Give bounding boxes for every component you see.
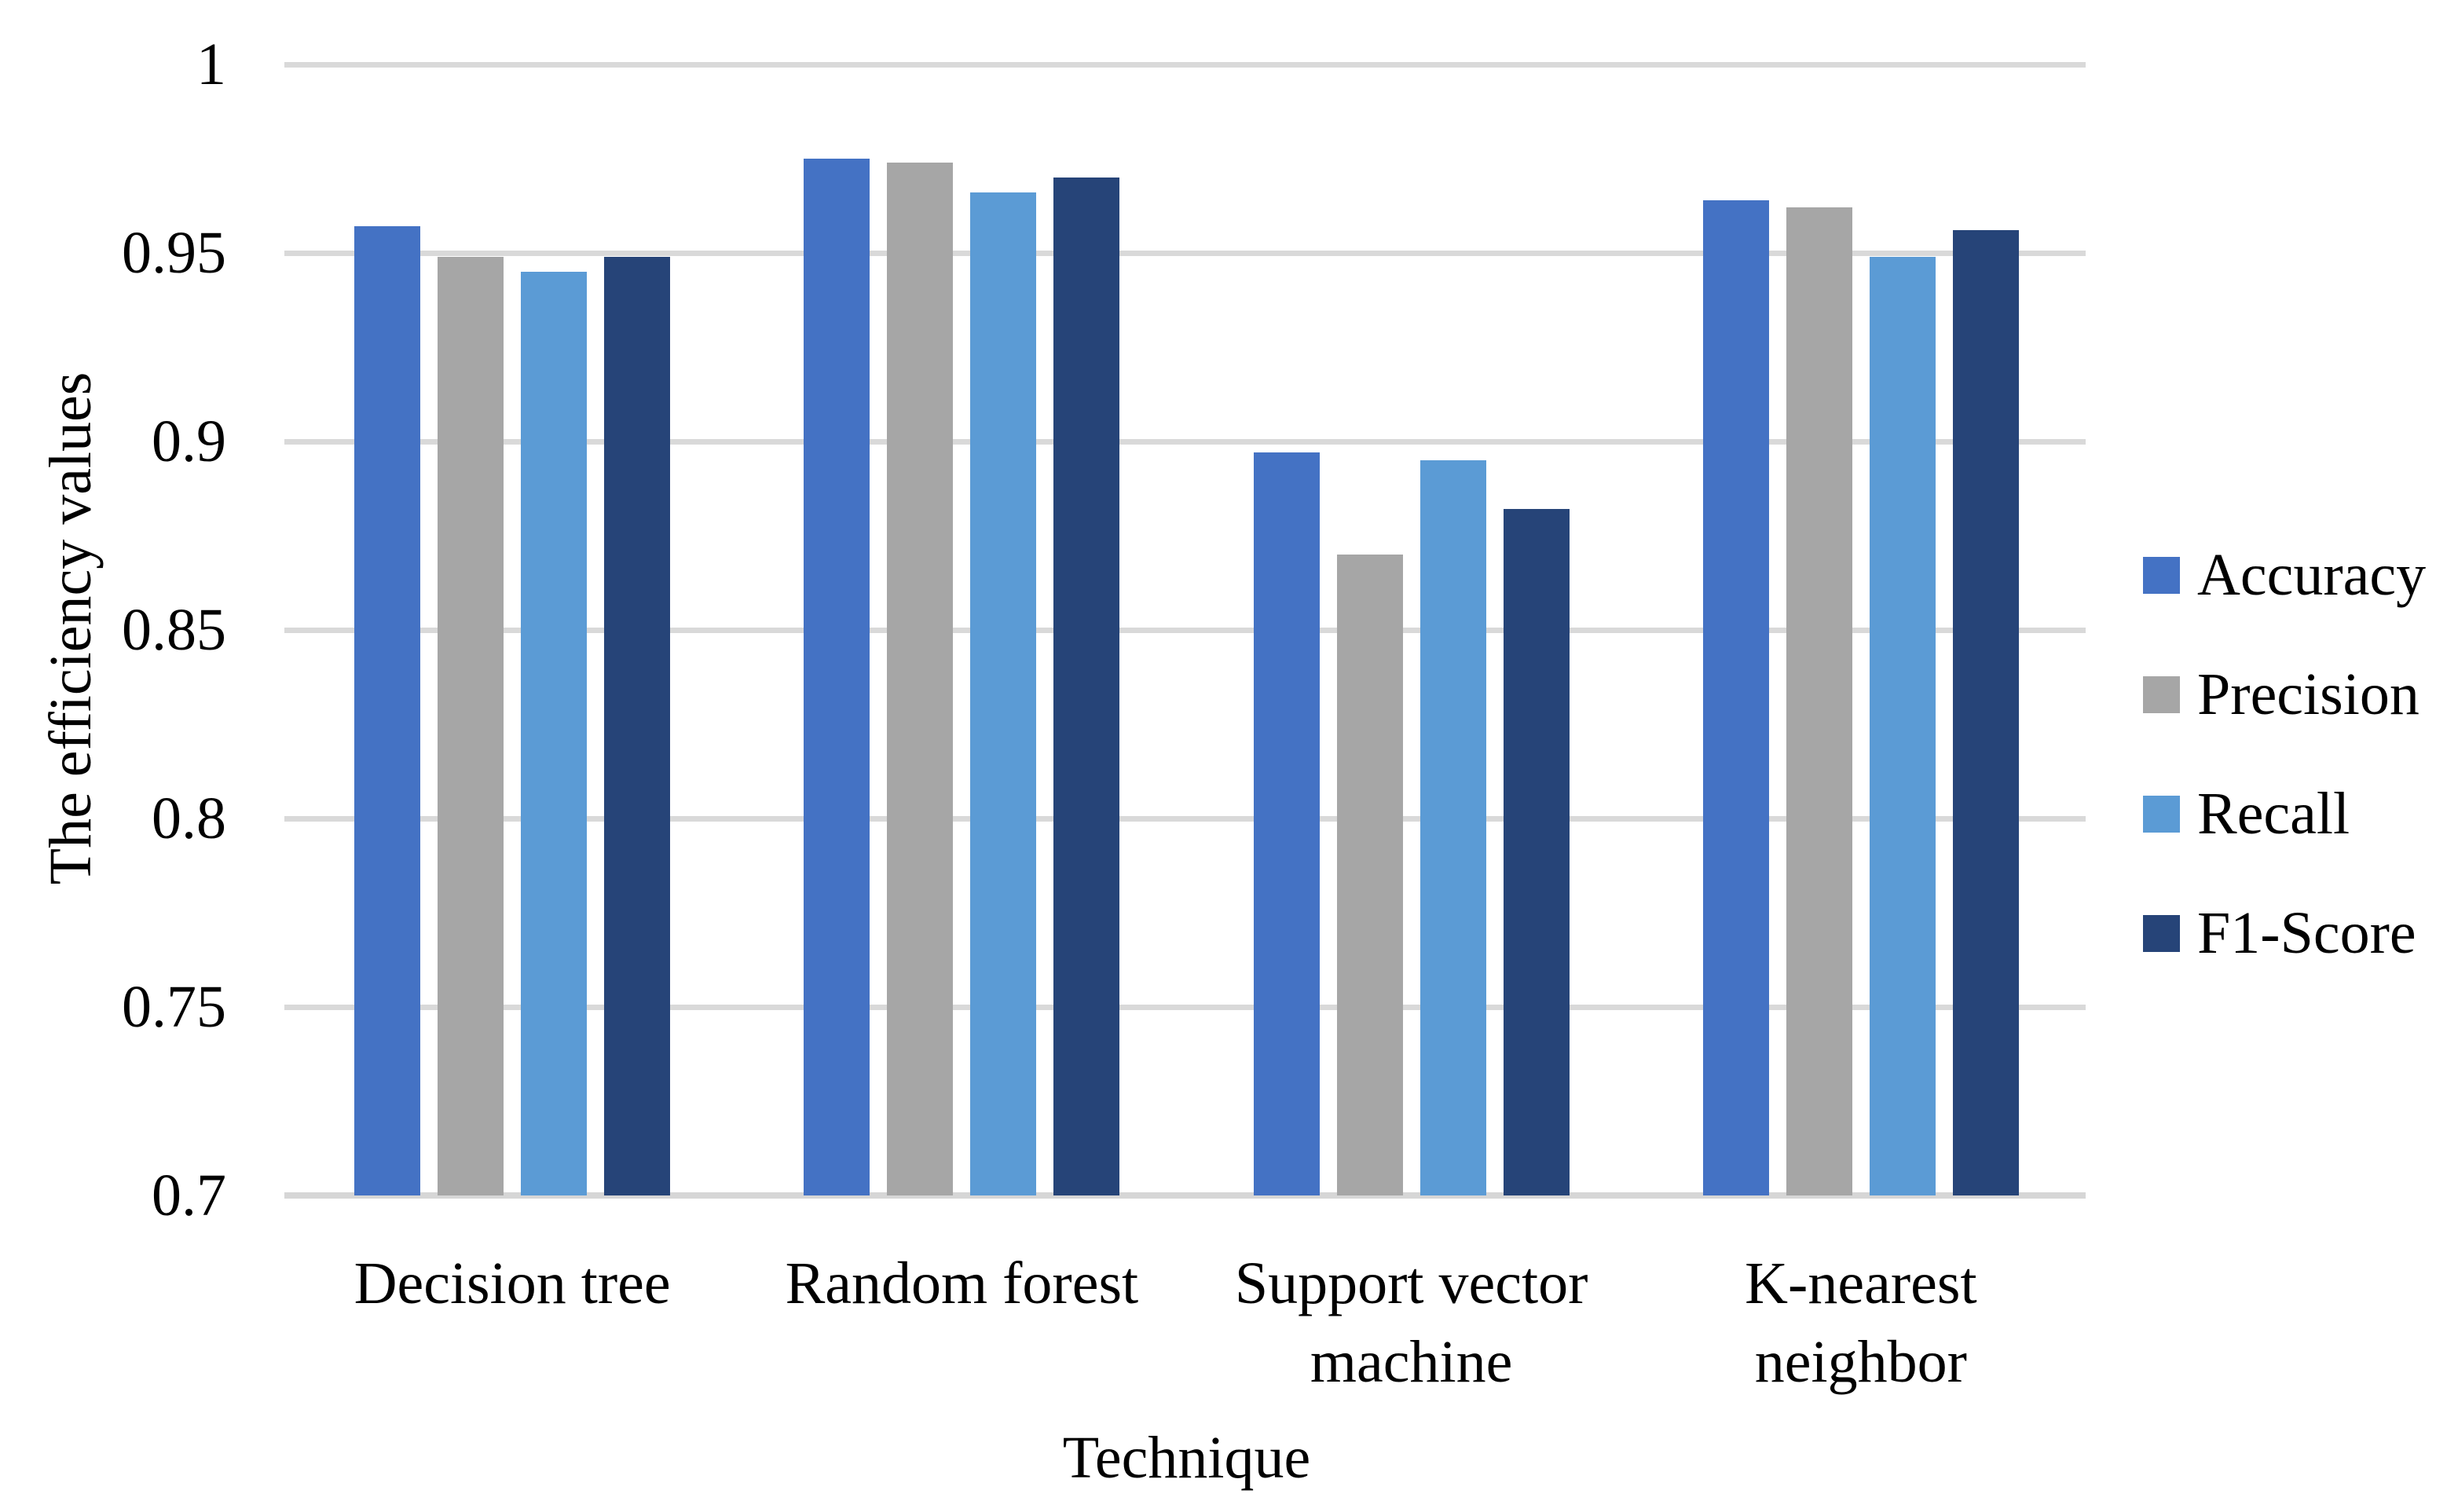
gridline-y-0.95 — [284, 250, 2086, 256]
legend-item-precision: Precision — [2143, 635, 2426, 754]
gridline-y-0.85 — [284, 627, 2086, 633]
legend-label-accuracy: Accuracy — [2197, 542, 2427, 608]
bar-precision-random-forest — [887, 162, 954, 1195]
legend-swatch-precision — [2143, 675, 2180, 713]
x-category-label-decision-tree: Decision tree — [353, 1250, 671, 1316]
legend-label-recall: Recall — [2197, 781, 2350, 847]
legend: Accuracy Precision Recall F1-Score — [2143, 515, 2426, 993]
plot-area — [284, 61, 2086, 1199]
x-category-label-k-nearest-neighbor: K-nearest neighbor — [1745, 1250, 1977, 1395]
bar-recall-support-vector-machine — [1419, 460, 1486, 1195]
bar-recall-random-forest — [970, 192, 1037, 1195]
bar-f1-score-random-forest — [1053, 178, 1120, 1195]
y-tick-label-0.85: 0.85 — [122, 597, 226, 663]
legend-swatch-recall — [2143, 795, 2180, 833]
bar-accuracy-decision-tree — [354, 226, 421, 1195]
gridline-y-0.75 — [284, 1004, 2086, 1010]
x-axis-line0.7 — [284, 1192, 2086, 1199]
y-tick-label-0.7: 0.7 — [152, 1162, 226, 1228]
legend-label-precision: Precision — [2197, 661, 2420, 727]
legend-item-accuracy: Accuracy — [2143, 515, 2426, 635]
x-category-label-random-forest: Random forest — [785, 1250, 1139, 1316]
gridline-y-0.9 — [284, 438, 2086, 445]
y-tick-label-0.9: 0.9 — [152, 408, 226, 474]
legend-item-f1-score: F1-Score — [2143, 873, 2426, 993]
bar-accuracy-random-forest — [804, 159, 870, 1195]
bar-recall-k-nearest-neighbor — [1869, 256, 1936, 1195]
bar-f1-score-decision-tree — [604, 256, 671, 1195]
gridline-y-0.8 — [284, 815, 2086, 822]
y-tick-label-0.8: 0.8 — [152, 785, 226, 851]
x-category-label-support-vector-machine: Support vector machine — [1234, 1250, 1588, 1395]
bar-group-random-forest — [737, 64, 1186, 1195]
bar-group-support-vector-machine — [1187, 64, 1636, 1195]
legend-swatch-f1-score — [2143, 914, 2180, 952]
y-tick-label-0.95: 0.95 — [122, 220, 226, 286]
bar-precision-k-nearest-neighbor — [1786, 207, 1852, 1195]
bar-f1-score-support-vector-machine — [1503, 509, 1570, 1195]
x-axis-title: Technique — [1062, 1425, 1311, 1491]
legend-swatch-accuracy — [2143, 556, 2180, 594]
bar-recall-decision-tree — [521, 272, 588, 1195]
bar-precision-support-vector-machine — [1336, 555, 1403, 1195]
y-tick-label-1: 1 — [196, 31, 226, 97]
bar-precision-decision-tree — [438, 256, 504, 1195]
legend-item-recall: Recall — [2143, 754, 2426, 873]
bar-group-decision-tree — [288, 64, 737, 1195]
bar-group-k-nearest-neighbor — [1636, 64, 2086, 1195]
legend-label-f1-score: F1-Score — [2197, 900, 2416, 966]
bar-f1-score-k-nearest-neighbor — [1952, 230, 2019, 1195]
gridline-y-1 — [284, 61, 2086, 68]
bar-accuracy-k-nearest-neighbor — [1702, 200, 1769, 1195]
y-tick-label-0.75: 0.75 — [122, 974, 226, 1040]
y-axis-title: The efficiency values — [38, 372, 104, 885]
bar-accuracy-support-vector-machine — [1253, 452, 1320, 1195]
